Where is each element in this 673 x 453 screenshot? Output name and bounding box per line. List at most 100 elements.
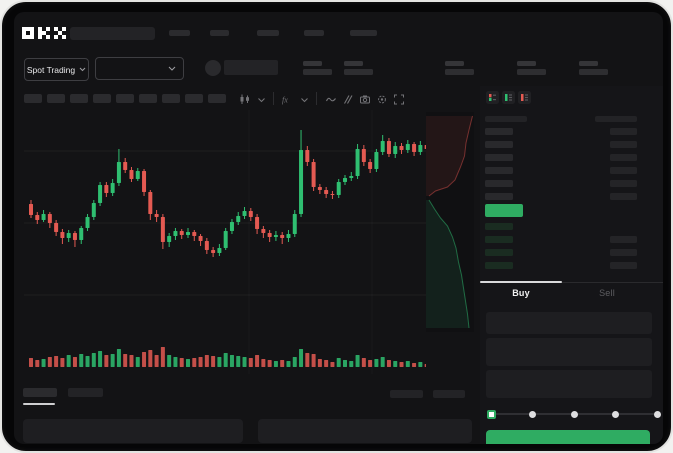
bottom-panel-right[interactable] bbox=[258, 419, 472, 443]
candle-body bbox=[116, 162, 121, 183]
volume-bar bbox=[343, 360, 347, 367]
candle-body bbox=[393, 146, 398, 154]
ticker-stat-value-placeholder bbox=[344, 69, 373, 75]
volume-bar bbox=[129, 355, 134, 367]
navbar-menu-item[interactable] bbox=[304, 30, 324, 36]
timeframe-button[interactable] bbox=[116, 94, 134, 103]
tab-buy[interactable]: Buy bbox=[512, 288, 530, 298]
timeframe-button[interactable] bbox=[47, 94, 65, 103]
ask-row-price-placeholder[interactable] bbox=[485, 154, 513, 161]
pair-selector-dropdown[interactable] bbox=[95, 57, 184, 80]
ask-row-price-placeholder[interactable] bbox=[485, 167, 513, 174]
toolbar-divider bbox=[316, 92, 317, 105]
volume-bar bbox=[349, 361, 354, 367]
volume-bar bbox=[211, 356, 216, 367]
bid-row-price-placeholder[interactable] bbox=[485, 249, 513, 256]
ask-row-price-placeholder[interactable] bbox=[485, 193, 513, 200]
timeframe-button[interactable] bbox=[139, 94, 157, 103]
bid-row-amount-placeholder bbox=[610, 262, 637, 269]
candle-body bbox=[123, 162, 128, 170]
candlestick-chart[interactable] bbox=[24, 110, 426, 374]
candle-body bbox=[211, 250, 216, 253]
ask-row-amount-placeholder bbox=[610, 180, 637, 187]
market-type-dropdown[interactable]: Spot Trading bbox=[24, 58, 89, 81]
candle-body bbox=[317, 187, 322, 190]
volume-bar bbox=[317, 359, 322, 367]
fullscreen-icon[interactable] bbox=[392, 93, 405, 106]
total-input[interactable] bbox=[486, 370, 652, 398]
bid-row-price-placeholder[interactable] bbox=[485, 262, 513, 269]
navbar-menu-item[interactable] bbox=[350, 30, 377, 36]
timeframe-button[interactable] bbox=[185, 94, 203, 103]
camera-icon[interactable] bbox=[358, 93, 371, 106]
compare-icon[interactable] bbox=[341, 93, 354, 106]
bottom-tab-open-orders[interactable] bbox=[23, 388, 57, 397]
indicator-fx-icon[interactable]: fx bbox=[281, 93, 294, 106]
candle-body bbox=[60, 232, 65, 238]
book-combined-icon[interactable] bbox=[486, 91, 499, 104]
candle-body bbox=[273, 235, 278, 237]
volume-bar bbox=[292, 357, 297, 367]
timeframe-button[interactable] bbox=[70, 94, 88, 103]
book-asks-icon[interactable] bbox=[518, 91, 531, 104]
timeframe-button[interactable] bbox=[208, 94, 226, 103]
amount-input[interactable] bbox=[486, 338, 652, 366]
volume-bar bbox=[305, 353, 310, 367]
candle-body bbox=[311, 162, 316, 187]
pair-name-placeholder bbox=[224, 60, 278, 75]
timeframe-button[interactable] bbox=[162, 94, 180, 103]
candle-body bbox=[192, 232, 197, 236]
chevron-down-icon[interactable] bbox=[255, 93, 268, 106]
candle-body bbox=[399, 146, 404, 150]
ticker-stat-value-placeholder bbox=[445, 69, 474, 75]
bid-row-price-placeholder[interactable] bbox=[485, 236, 513, 243]
volume-bar bbox=[167, 355, 172, 367]
trade-sidebar: Buy Sell bbox=[480, 86, 663, 444]
slider-stop-50[interactable] bbox=[570, 410, 578, 418]
candles-icon[interactable] bbox=[238, 93, 251, 106]
ask-row-price-placeholder[interactable] bbox=[485, 128, 513, 135]
bottom-filter-placeholder[interactable] bbox=[433, 390, 465, 398]
timeframe-button[interactable] bbox=[24, 94, 42, 103]
slider-stop-0[interactable] bbox=[486, 409, 496, 419]
ask-row-price-placeholder[interactable] bbox=[485, 141, 513, 148]
candle-body bbox=[405, 144, 410, 150]
candle-body bbox=[217, 248, 222, 253]
candle-body bbox=[349, 176, 354, 178]
bid-row-price-placeholder[interactable] bbox=[485, 223, 513, 230]
volume-bar bbox=[135, 357, 140, 367]
navbar-menu-item[interactable] bbox=[169, 30, 190, 36]
buy-submit-button[interactable] bbox=[486, 430, 650, 444]
navbar-menu-item[interactable] bbox=[257, 30, 279, 36]
chevron-down-icon[interactable] bbox=[298, 93, 311, 106]
volume-bar bbox=[116, 349, 121, 367]
volume-bar bbox=[286, 361, 291, 367]
slider-stop-75[interactable] bbox=[612, 410, 619, 418]
candle-body bbox=[236, 216, 241, 222]
candle-body bbox=[336, 182, 341, 195]
ask-row-price-placeholder[interactable] bbox=[485, 180, 513, 187]
navbar-menu-item[interactable] bbox=[210, 30, 229, 36]
chevron-down-icon bbox=[79, 67, 86, 72]
depth-chart bbox=[426, 112, 474, 332]
chevron-down-icon bbox=[168, 66, 176, 71]
slider-stop-100[interactable] bbox=[653, 410, 661, 418]
book-bids-icon[interactable] bbox=[502, 91, 515, 104]
coin-avatar bbox=[205, 60, 221, 76]
bottom-filter-placeholder[interactable] bbox=[390, 390, 423, 398]
tab-sell[interactable]: Sell bbox=[599, 288, 615, 298]
volume-bar bbox=[217, 357, 222, 367]
candle-body bbox=[324, 190, 329, 194]
timeframe-button[interactable] bbox=[93, 94, 111, 103]
price-input[interactable] bbox=[486, 312, 652, 334]
bottom-panel-left[interactable] bbox=[23, 419, 243, 443]
last-price-highlight[interactable] bbox=[485, 204, 523, 217]
bottom-tab-order-history[interactable] bbox=[68, 388, 103, 397]
volume-bar bbox=[255, 355, 260, 367]
ticker-stat-label-placeholder bbox=[445, 61, 464, 66]
line-wave-icon[interactable] bbox=[324, 93, 337, 106]
slider-stop-25[interactable] bbox=[529, 410, 536, 418]
settings-icon[interactable] bbox=[375, 93, 388, 106]
search-bar-placeholder[interactable] bbox=[70, 27, 155, 40]
